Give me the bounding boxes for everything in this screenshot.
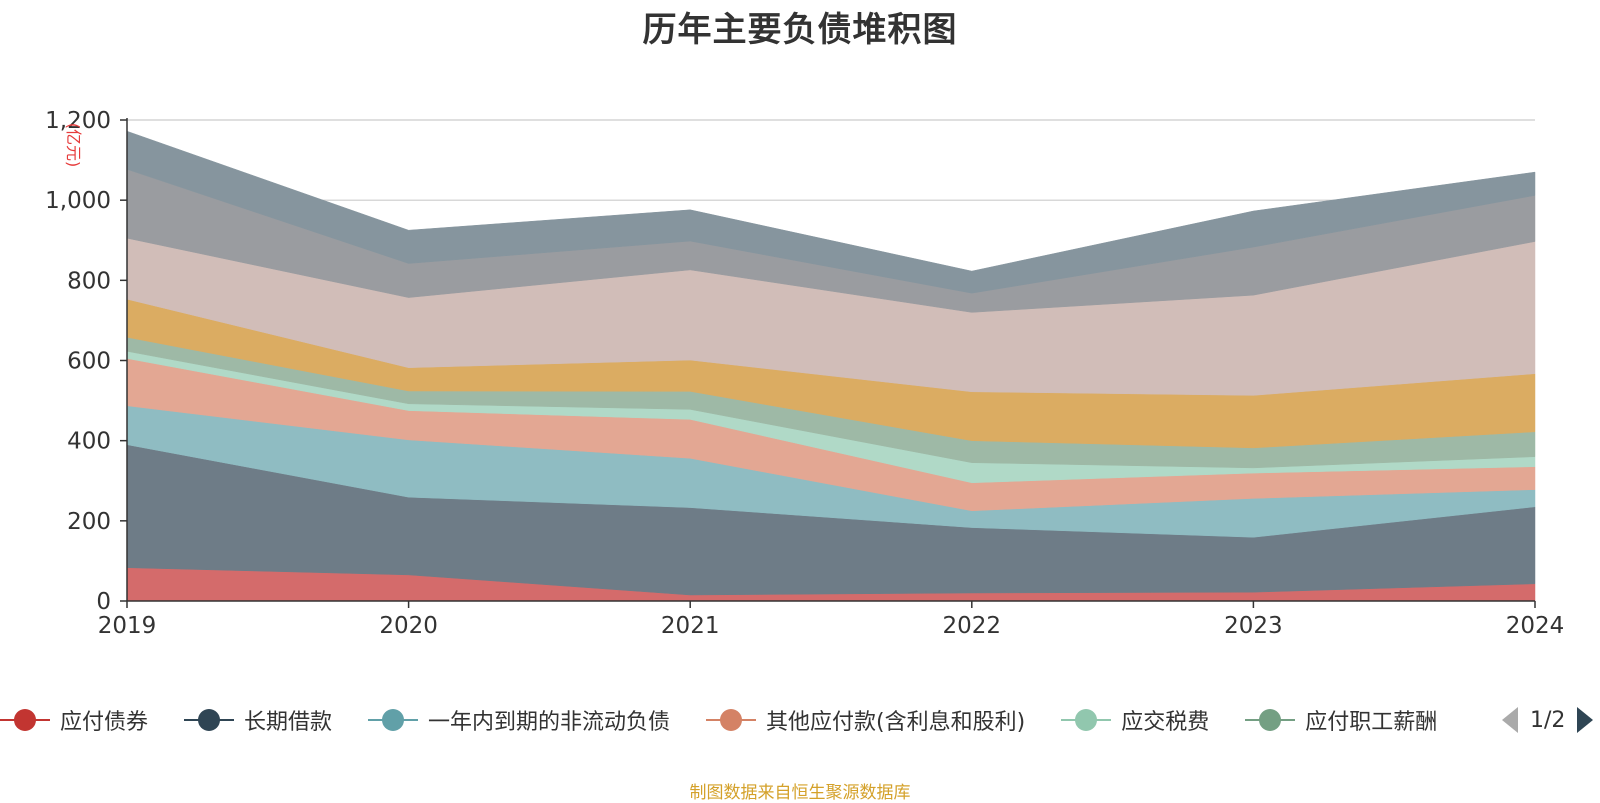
area-series	[126, 130, 1536, 602]
legend-marker-icon	[706, 709, 757, 731]
legend-marker-icon	[368, 709, 419, 731]
legend-item[interactable]: 应付职工薪酬	[1245, 700, 1437, 740]
y-tick-label: 600	[67, 349, 111, 375]
legend-item[interactable]: 应付债券	[0, 700, 148, 740]
stacked-area-chart: 0 200 400 600 800 1,000 1,200 2019 2020 2021 2022 2…	[45, 108, 1564, 639]
area-series-10	[126, 130, 1536, 294]
legend-label: 一年内到期的非流动负债	[428, 710, 671, 735]
x-tick-label: 2020	[379, 613, 438, 639]
legend-label: 应付职工薪酬	[1305, 710, 1438, 735]
legend: 应付债券 长期借款 一年内到期的非流动负债 其他应付款(含利息和股利) 应交税费 应付职工…	[0, 700, 1600, 740]
y-tick-label: 800	[67, 268, 111, 294]
y-tick-label: 0	[96, 589, 111, 615]
x-tick-label: 2024	[1506, 613, 1565, 639]
source-note: 制图数据来自恒生聚源数据库	[689, 783, 911, 803]
x-tick-label: 2019	[98, 613, 157, 639]
y-tick-label: 200	[67, 509, 111, 535]
legend-page-indicator: 1/2	[1530, 707, 1566, 733]
legend-label: 应付债券	[60, 710, 149, 735]
y-tick-label: 1,000	[45, 188, 111, 214]
unit-label: (亿元)	[64, 123, 83, 168]
legend-label: 其他应付款(含利息和股利)	[766, 710, 1026, 735]
legend-item[interactable]: 一年内到期的非流动负债	[368, 700, 670, 740]
legend-marker-icon	[184, 709, 235, 731]
legend-label: 应交税费	[1121, 710, 1210, 735]
x-tick-label: 2021	[661, 613, 720, 639]
x-tick-label: 2022	[943, 613, 1002, 639]
legend-item[interactable]: 其他应付款(含利息和股利)	[706, 700, 1025, 740]
legend-marker-icon	[0, 709, 50, 731]
legend-items: 应付债券 长期借款 一年内到期的非流动负债 其他应付款(含利息和股利) 应交税费 应付职工…	[0, 700, 1448, 740]
legend-item[interactable]: 应交税费	[1061, 700, 1209, 740]
legend-label: 长期借款	[244, 710, 333, 735]
legend-pager: 1/2	[1500, 700, 1595, 740]
legend-item[interactable]: 长期借款	[184, 700, 332, 740]
legend-next-page-icon[interactable]	[1575, 705, 1595, 735]
x-tick-label: 2023	[1224, 613, 1283, 639]
y-tick-label: 1,200	[45, 108, 111, 134]
chart-title: 历年主要负债堆积图	[642, 11, 958, 49]
legend-marker-icon	[1061, 709, 1112, 731]
legend-marker-icon	[1245, 709, 1296, 731]
legend-prev-page-icon[interactable]	[1500, 705, 1520, 735]
y-tick-label: 400	[67, 429, 111, 455]
axes: 0 200 400 600 800 1,000 1,200 2019 2020 2021 2022 2…	[45, 108, 1564, 639]
